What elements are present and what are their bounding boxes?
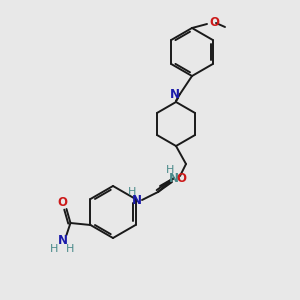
Text: O: O bbox=[176, 172, 186, 185]
Text: H: H bbox=[166, 165, 174, 175]
Text: O: O bbox=[58, 196, 68, 209]
Text: H: H bbox=[66, 244, 75, 254]
Text: N: N bbox=[170, 88, 180, 101]
Text: H: H bbox=[128, 187, 136, 197]
Text: O: O bbox=[209, 16, 219, 29]
Text: H: H bbox=[50, 244, 59, 254]
Text: N: N bbox=[132, 194, 142, 208]
Text: N: N bbox=[169, 172, 179, 184]
Text: N: N bbox=[58, 235, 68, 248]
